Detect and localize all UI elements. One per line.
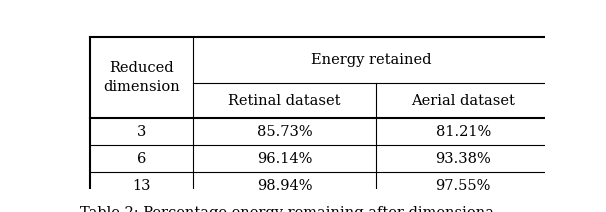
Text: Table 2: Percentage energy remaining after dimensiona: Table 2: Percentage energy remaining aft…	[81, 206, 494, 212]
Text: 6: 6	[137, 152, 146, 166]
Text: Aerial dataset: Aerial dataset	[411, 93, 515, 107]
Text: Energy retained: Energy retained	[311, 53, 432, 67]
Text: Reduced
dimension: Reduced dimension	[103, 61, 180, 94]
Text: 81.21%: 81.21%	[436, 125, 491, 139]
Text: 98.94%: 98.94%	[257, 179, 313, 193]
Text: 13: 13	[132, 179, 151, 193]
Text: 93.38%: 93.38%	[435, 152, 491, 166]
Text: 96.14%: 96.14%	[257, 152, 313, 166]
Text: 85.73%: 85.73%	[257, 125, 313, 139]
Text: 3: 3	[137, 125, 146, 139]
Text: Retinal dataset: Retinal dataset	[228, 93, 341, 107]
Text: 97.55%: 97.55%	[436, 179, 491, 193]
